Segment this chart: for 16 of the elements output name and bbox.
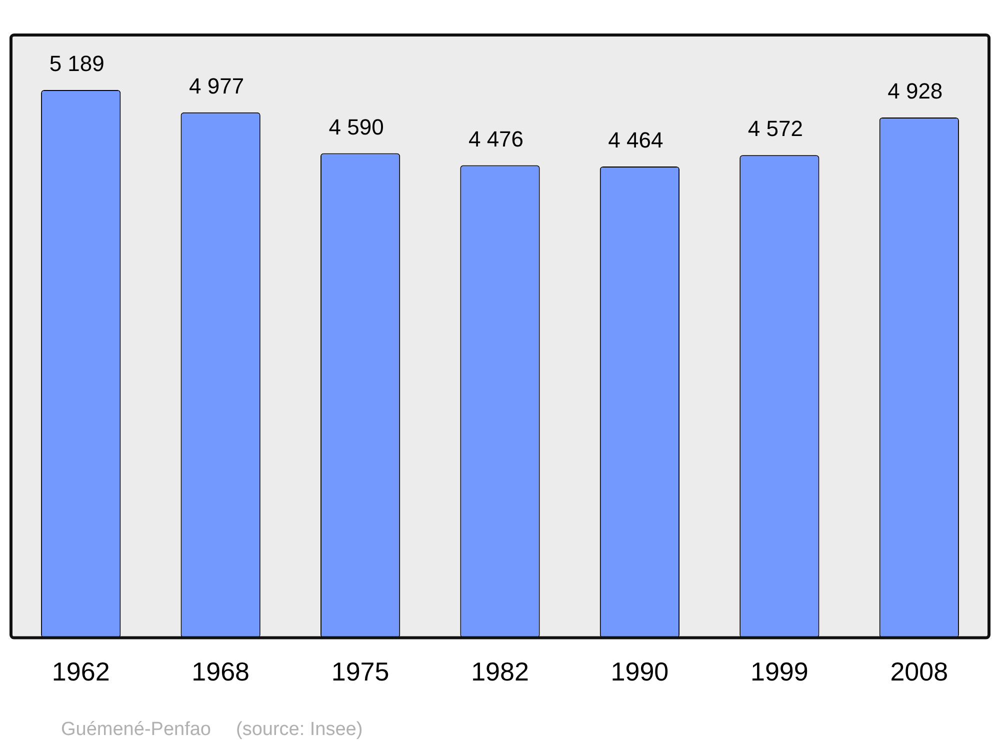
x-tick-label: 1999 <box>750 656 808 687</box>
x-tick-label: 1990 <box>610 656 669 687</box>
data-label: 4 977 <box>189 73 244 98</box>
x-tick-label: 1982 <box>471 656 529 687</box>
data-label: 4 590 <box>328 114 384 140</box>
x-tick-label: 1975 <box>331 656 390 687</box>
text: Guémené-Penfao <box>61 719 211 740</box>
data-label: 4 572 <box>748 116 803 142</box>
x-tick-label: 2008 <box>890 656 948 687</box>
x-tick-label: 1962 <box>52 656 110 687</box>
text: (source: Insee) <box>236 719 363 740</box>
data-label: 4 476 <box>468 126 524 152</box>
data-label: 5 189 <box>49 51 104 76</box>
data-label: 4 928 <box>888 78 943 104</box>
data-label: 4 464 <box>608 128 664 153</box>
x-tick-label: 1968 <box>192 656 250 687</box>
